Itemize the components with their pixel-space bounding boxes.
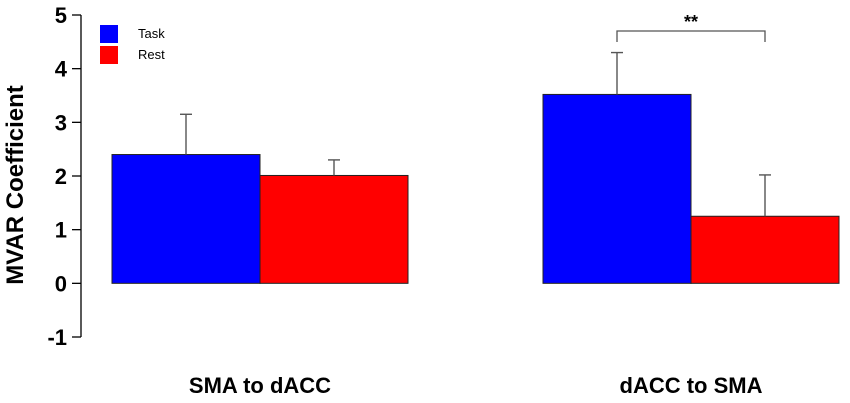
legend-swatch-task <box>100 25 118 43</box>
significance-stars: ** <box>684 12 698 32</box>
y-tick-label: 2 <box>55 164 67 189</box>
y-axis-label: MVAR Coefficient <box>2 85 29 285</box>
y-tick-label: -1 <box>47 325 67 350</box>
significance-bracket <box>616 30 766 42</box>
y-tick-label: 1 <box>55 218 67 243</box>
y-tick-label: 5 <box>55 3 67 28</box>
category-label: SMA to dACC <box>189 373 331 398</box>
bar-task-1 <box>542 93 692 284</box>
y-axis: -1 0 1 2 3 4 5 <box>47 3 82 350</box>
bar-rest-1 <box>690 215 840 284</box>
category-labels: SMA to dACC dACC to SMA <box>189 373 763 398</box>
y-tick-label: 0 <box>55 271 67 296</box>
y-tick-label: 4 <box>55 57 68 82</box>
y-tick-label: 3 <box>55 110 67 135</box>
bars <box>111 93 840 284</box>
error-bars <box>180 51 771 217</box>
bar-rest-0 <box>259 174 409 284</box>
legend-label: Rest <box>138 47 165 62</box>
annotations: ** <box>616 12 766 42</box>
category-label: dACC to SMA <box>620 373 763 398</box>
legend-label: Task <box>138 26 165 41</box>
legend: Task Rest <box>100 25 165 64</box>
bar-task-0 <box>111 154 261 284</box>
legend-swatch-rest <box>100 46 118 64</box>
